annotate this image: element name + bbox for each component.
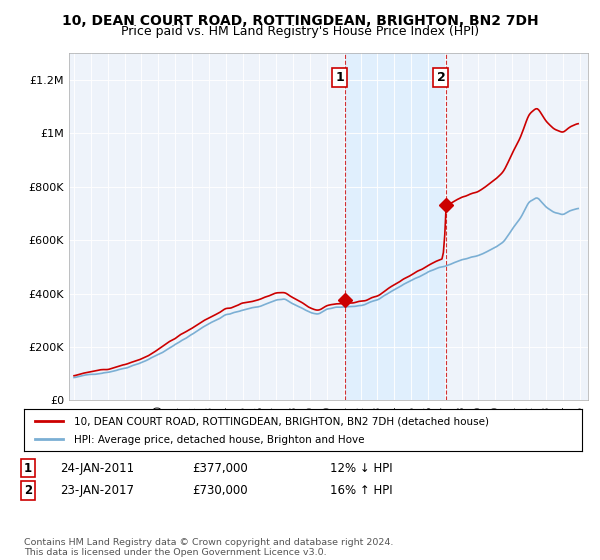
Text: £377,000: £377,000 [192, 461, 248, 474]
Text: Price paid vs. HM Land Registry's House Price Index (HPI): Price paid vs. HM Land Registry's House … [121, 25, 479, 38]
Text: Contains HM Land Registry data © Crown copyright and database right 2024.
This d: Contains HM Land Registry data © Crown c… [24, 538, 394, 557]
Text: 23-JAN-2017: 23-JAN-2017 [60, 484, 134, 497]
Text: 16% ↑ HPI: 16% ↑ HPI [330, 484, 392, 497]
Text: 24-JAN-2011: 24-JAN-2011 [60, 461, 134, 474]
Text: 12% ↓ HPI: 12% ↓ HPI [330, 461, 392, 474]
Bar [345, 53, 446, 400]
Text: 10, DEAN COURT ROAD, ROTTINGDEAN, BRIGHTON, BN2 7DH: 10, DEAN COURT ROAD, ROTTINGDEAN, BRIGHT… [62, 14, 538, 28]
Text: 2: 2 [24, 484, 32, 497]
Text: 1: 1 [24, 461, 32, 474]
Text: £730,000: £730,000 [192, 484, 248, 497]
Text: 1: 1 [335, 71, 344, 84]
Text: 10, DEAN COURT ROAD, ROTTINGDEAN, BRIGHTON, BN2 7DH (detached house): 10, DEAN COURT ROAD, ROTTINGDEAN, BRIGHT… [74, 417, 489, 426]
Text: 2: 2 [437, 71, 445, 84]
Text: HPI: Average price, detached house, Brighton and Hove: HPI: Average price, detached house, Brig… [74, 435, 365, 445]
